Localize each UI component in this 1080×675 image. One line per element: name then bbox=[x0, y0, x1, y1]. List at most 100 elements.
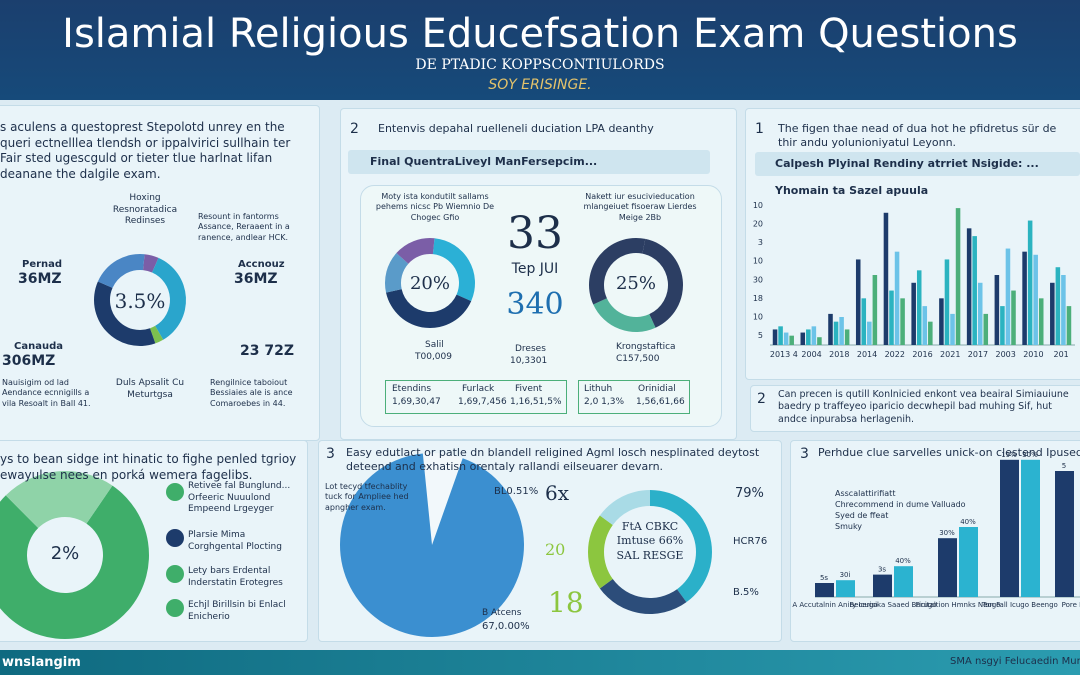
legend: 10,3301 bbox=[510, 356, 548, 366]
bar bbox=[778, 326, 783, 345]
axis-label: 30 bbox=[753, 275, 763, 284]
callout: B.5% bbox=[733, 587, 759, 598]
bar bbox=[894, 251, 900, 345]
bar bbox=[983, 313, 989, 345]
bar bbox=[873, 574, 892, 597]
callout: 79% bbox=[735, 486, 764, 501]
axis-label: 20 bbox=[753, 220, 763, 229]
bar bbox=[1050, 282, 1055, 345]
number: 1 bbox=[755, 121, 764, 137]
legend: Salil bbox=[425, 340, 444, 350]
bar bbox=[844, 329, 850, 345]
legend: Smuky bbox=[835, 522, 863, 531]
donut-segment bbox=[152, 257, 187, 340]
bar bbox=[815, 583, 834, 597]
donut-segment bbox=[642, 238, 683, 328]
list-item: Echjl Birillsin bi Enlacl Enicherio bbox=[188, 600, 286, 622]
bar bbox=[911, 282, 916, 345]
bar bbox=[1061, 275, 1066, 345]
donut-segment bbox=[149, 325, 164, 344]
bar bbox=[955, 208, 961, 345]
legend: T00,009 bbox=[415, 352, 452, 362]
text: Entenvis depahal ruelleneli duciation LP… bbox=[378, 122, 654, 135]
header bbox=[0, 0, 1080, 100]
bar bbox=[922, 306, 928, 345]
box-label: Orinidial bbox=[638, 384, 676, 394]
bar-label: 30% bbox=[939, 529, 955, 537]
note: Nakett iur esucivieducation mlangeiuet f… bbox=[583, 192, 697, 222]
bar bbox=[928, 321, 933, 345]
legend: Krongstaftica bbox=[616, 342, 676, 352]
category-label: 2003 bbox=[996, 350, 1016, 359]
category-label: 2014 bbox=[857, 350, 877, 359]
subtitle: DE PTADIC KOPPSCONTIULORDS bbox=[415, 57, 665, 73]
number: 2 bbox=[350, 121, 359, 137]
list-item: Plarsie Mima Corghgental Plocting bbox=[188, 530, 282, 552]
callout: Pernad bbox=[22, 259, 63, 270]
icon bbox=[166, 483, 184, 501]
donut-segment bbox=[588, 238, 646, 305]
category-label: 201 bbox=[1053, 350, 1068, 359]
footer-left: wnslangim bbox=[2, 655, 81, 670]
text: s aculens a questoprest Stepolotd unrey … bbox=[0, 120, 291, 181]
donut-segment bbox=[599, 490, 650, 525]
donut-segment bbox=[0, 485, 149, 639]
pie-label: Lot tecyd tfechablity tuck for Ampliee h… bbox=[325, 482, 409, 512]
callout: Hoxing Resnoratadica Redinses bbox=[112, 193, 178, 227]
callout: 20 bbox=[545, 540, 566, 559]
axis-label: 5 bbox=[758, 331, 763, 340]
legend: Syed de ffeat bbox=[835, 511, 889, 520]
box-label: Fivent bbox=[515, 384, 543, 394]
category-label: 2016 bbox=[912, 350, 932, 359]
bar bbox=[836, 580, 855, 597]
subheader-text: Final QuentraLiveyl ManFersepcim... bbox=[370, 155, 598, 168]
legend: Dreses bbox=[515, 344, 546, 354]
bar bbox=[1038, 298, 1044, 345]
donut-segment bbox=[599, 579, 687, 614]
bar bbox=[1066, 306, 1072, 345]
category-label: 2021 bbox=[940, 350, 960, 359]
number: 3 bbox=[326, 446, 335, 462]
bar bbox=[839, 317, 844, 345]
pie-label: 67,0.00% bbox=[482, 621, 530, 632]
note: Moty ista kondutilt sallams pehems nicsc… bbox=[375, 192, 495, 222]
bar bbox=[1000, 306, 1005, 345]
axis-label: 10 bbox=[753, 257, 763, 266]
list-item: Lety bars Erdental Inderstatin Erotegres bbox=[188, 566, 283, 588]
category-label: Pore Bu bbox=[1062, 601, 1080, 609]
donut-center: 2% bbox=[50, 543, 80, 564]
callout: Rengilnice taboiout Bessiaies ale is anc… bbox=[210, 378, 293, 408]
bar bbox=[1005, 248, 1011, 345]
bar bbox=[811, 326, 817, 345]
bar bbox=[789, 335, 794, 345]
bar bbox=[861, 298, 867, 345]
callout: 23 72Z bbox=[240, 343, 294, 359]
donut-center: 3.5% bbox=[114, 289, 166, 313]
bar bbox=[800, 332, 806, 345]
bar bbox=[994, 275, 1000, 345]
callout: Duls Apsalit Cu Meturtgsa bbox=[115, 378, 185, 400]
footer bbox=[0, 650, 1080, 675]
bar bbox=[883, 212, 889, 345]
bar bbox=[1022, 251, 1027, 345]
bar-label: 30% bbox=[1022, 451, 1038, 459]
subheader bbox=[755, 152, 1080, 176]
footer-right: SMA nsgyi Felucaedin Mun bbox=[950, 656, 1080, 667]
donut-center: 25% bbox=[615, 273, 656, 294]
icon bbox=[166, 599, 184, 617]
category-label: Becerisika Saaed Borugo bbox=[849, 601, 936, 609]
bar bbox=[966, 228, 972, 345]
bar bbox=[1027, 220, 1033, 345]
bar-label: 5s bbox=[820, 574, 828, 582]
callout: 36MZ bbox=[18, 271, 62, 287]
box-value: 1,69,7,456 bbox=[458, 397, 507, 407]
subheader bbox=[348, 150, 710, 174]
donut-segment bbox=[432, 238, 475, 302]
bar-label: 19% bbox=[1001, 451, 1017, 459]
donut-segment bbox=[5, 470, 113, 529]
bar bbox=[1055, 267, 1061, 345]
list-item: Retivee fal Bunglund... Orfeeric Nuuulon… bbox=[188, 481, 291, 515]
bar bbox=[900, 298, 905, 345]
category-label: 2017 bbox=[968, 350, 988, 359]
